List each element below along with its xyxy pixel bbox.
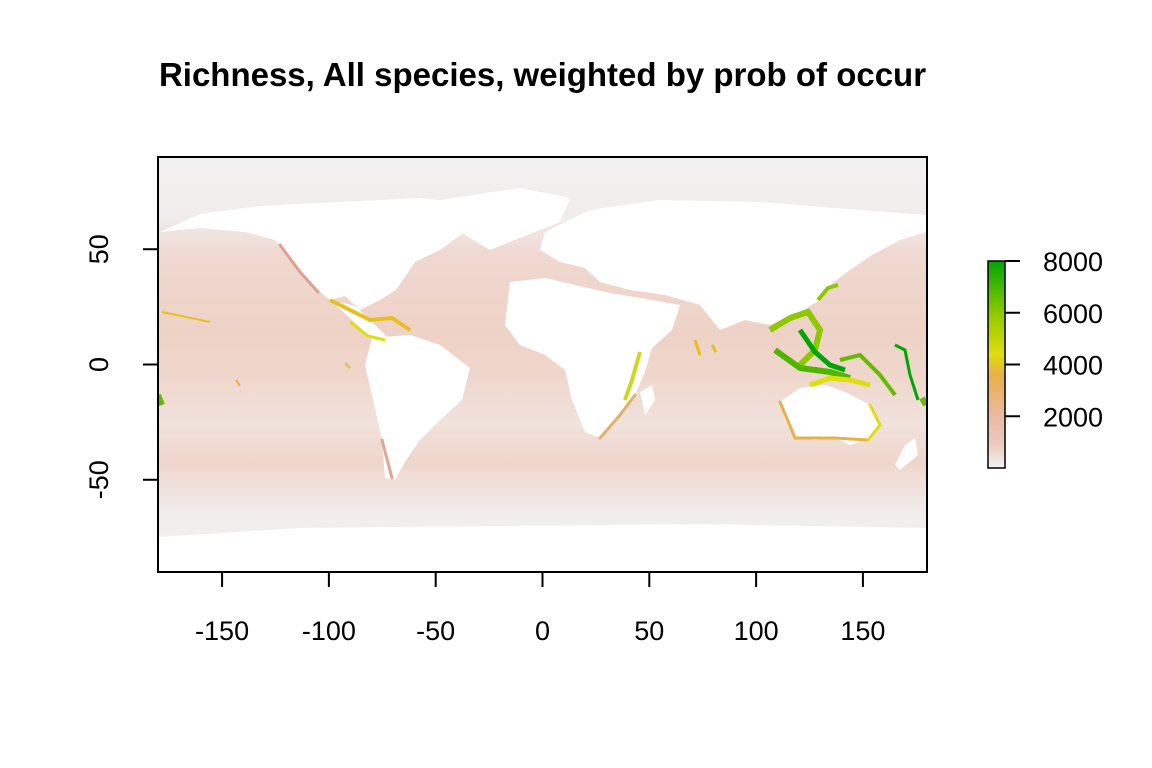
y-tick-label: 0 xyxy=(84,357,114,372)
legend-tick-label: 6000 xyxy=(1043,299,1103,329)
x-tick-label: 150 xyxy=(840,616,885,646)
land-antarctica xyxy=(158,524,927,572)
legend-ticks: 2000 4000 6000 8000 xyxy=(1005,247,1103,432)
y-axis: -50 0 50 xyxy=(84,234,158,499)
color-legend: 2000 4000 6000 8000 xyxy=(988,247,1103,468)
x-tick-label: 50 xyxy=(634,616,664,646)
x-tick-label: -100 xyxy=(302,616,356,646)
x-tick-label: -150 xyxy=(195,616,249,646)
x-axis: -150 -100 -50 0 50 100 150 xyxy=(195,572,885,646)
x-tick-label: -50 xyxy=(416,616,455,646)
y-tick-label: -50 xyxy=(84,460,114,499)
legend-colorbar xyxy=(988,261,1005,468)
legend-tick-label: 8000 xyxy=(1043,247,1103,277)
y-tick-label: 50 xyxy=(84,234,114,264)
legend-tick-label: 2000 xyxy=(1043,402,1103,432)
x-tick-label: 0 xyxy=(535,616,550,646)
legend-tick-label: 4000 xyxy=(1043,351,1103,381)
x-tick-label: 100 xyxy=(734,616,779,646)
